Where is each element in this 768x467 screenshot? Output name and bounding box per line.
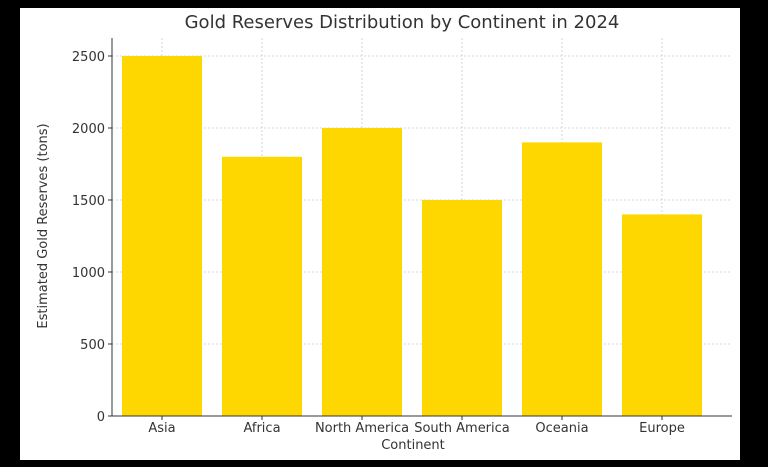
bars: [122, 56, 702, 417]
axes: 0 500 1000 1500 2000 2500 Asia Africa North Amer…: [72, 38, 732, 436]
y-tick-label: 1000: [72, 266, 105, 281]
y-tick-label: 2000: [72, 122, 105, 137]
bar-south-america: [422, 200, 502, 416]
y-tick-label: 2500: [72, 50, 105, 65]
bar-europe: [622, 214, 702, 416]
bar-africa: [222, 156, 302, 417]
x-tick-label: Oceania: [535, 421, 588, 436]
x-tick-label: Africa: [243, 421, 280, 436]
y-tick-label: 0: [97, 410, 105, 425]
x-tick-label: Europe: [639, 421, 685, 436]
bar-oceania: [522, 142, 602, 416]
x-tick-label: Asia: [148, 421, 175, 436]
x-tick-label: North America: [315, 421, 409, 436]
y-tick-label: 1500: [72, 194, 105, 209]
y-axis-label: Estimated Gold Reserves (tons): [36, 123, 51, 328]
x-tick-label: South America: [414, 421, 510, 436]
bar-asia: [122, 56, 202, 416]
x-axis-label: Continent: [381, 438, 445, 453]
bar-north-america: [322, 128, 402, 416]
chart-title: Gold Reserves Distribution by Continent …: [185, 12, 620, 33]
y-tick-label: 500: [80, 338, 105, 353]
